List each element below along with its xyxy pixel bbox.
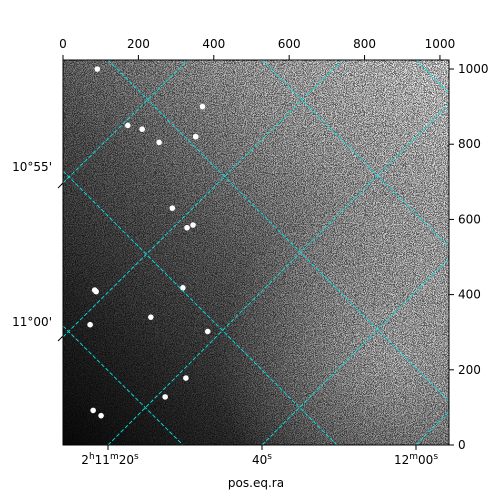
grid-line-0 [63, 60, 189, 184]
grid-line-4 [415, 411, 449, 445]
right-tick-label-1: 200 [458, 363, 481, 377]
bottom-tick-label-3: 12m00s [394, 452, 438, 467]
star-11 [90, 407, 96, 414]
top-tick-label-3: 600 [278, 37, 301, 51]
grid-line-8 [63, 170, 338, 445]
image-panel [63, 60, 449, 445]
star-7 [204, 328, 211, 335]
star-14 [199, 103, 206, 110]
noise-light [63, 60, 449, 445]
top-tick-label-5: 1000 [425, 37, 456, 51]
right-tick-label-5: 1000 [458, 62, 489, 76]
star-2 [192, 133, 199, 140]
grid-line-2 [107, 103, 449, 445]
star-17 [139, 126, 145, 132]
grid-line-5 [107, 60, 449, 402]
top-tick-label-2: 400 [202, 37, 225, 51]
bottom-tick-label-1: 2h11m20s [81, 452, 139, 467]
star-3 [184, 224, 190, 231]
left-tick-1 [57, 182, 64, 189]
left-axis: 10°55' 11°00' [12, 160, 64, 342]
star-18 [169, 205, 176, 211]
star-layer [87, 66, 211, 419]
star-4 [190, 222, 196, 228]
grid-line-7 [415, 60, 449, 94]
grid-line-9 [63, 325, 184, 445]
right-tick-label-3: 600 [458, 212, 481, 226]
star-13 [94, 66, 101, 72]
right-tick-label-4: 800 [458, 137, 481, 151]
star-5 [180, 285, 186, 291]
grid-line-1 [63, 60, 343, 338]
star-16 [91, 287, 98, 293]
left-tick-label-1: 10°55' [12, 160, 52, 174]
star-9 [162, 394, 168, 400]
top-tick-label-0: 0 [59, 37, 67, 51]
x-axis-label: pos.eq.ra [228, 476, 284, 490]
left-tick-label-2: 11°00' [12, 315, 52, 329]
left-tick-2 [57, 335, 64, 342]
top-axis: 0 200 400 600 800 1000 [59, 37, 455, 60]
right-tick-label-0: 0 [458, 438, 466, 452]
top-tick-label-1: 200 [127, 37, 150, 51]
star-8 [183, 375, 189, 381]
bottom-tick-label-2: 40s [252, 452, 272, 467]
grid-line-6 [261, 60, 449, 248]
coordinate-grid [63, 60, 449, 445]
right-tick-label-2: 400 [458, 288, 481, 302]
top-tick-label-4: 800 [353, 37, 376, 51]
grid-line-3 [261, 257, 449, 445]
star-1 [156, 139, 162, 146]
star-0 [125, 122, 131, 129]
right-axis: 0 200 400 600 800 1000 [449, 62, 489, 452]
star-12 [98, 412, 104, 419]
plot-frame [62, 59, 450, 446]
bottom-axis: 2h11m20s 40s 12m00s pos.eq.ra [81, 445, 438, 490]
star-6 [148, 314, 154, 320]
star-10 [87, 321, 93, 328]
